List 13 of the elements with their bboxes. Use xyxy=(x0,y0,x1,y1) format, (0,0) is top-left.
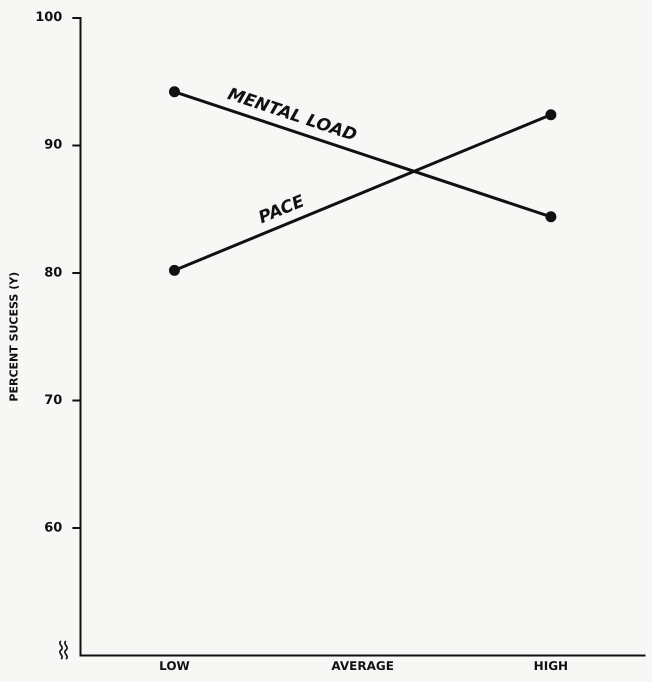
y-tick-label: 80 xyxy=(44,265,62,280)
x-tick-label: LOW xyxy=(159,658,190,673)
point xyxy=(545,211,556,222)
x-tick-label: AVERAGE xyxy=(331,658,394,673)
x-tick-label: HIGH xyxy=(534,658,568,673)
y-tick-label: 100 xyxy=(35,10,62,26)
y-tick-label: 90 xyxy=(44,138,62,153)
y-tick-label: 70 xyxy=(44,392,62,408)
point xyxy=(545,109,556,120)
y-axis-title: PERCENT SUCESS (Y) xyxy=(7,272,20,402)
point xyxy=(168,264,180,276)
y-tick-label: 60 xyxy=(44,520,62,536)
point xyxy=(168,86,180,98)
